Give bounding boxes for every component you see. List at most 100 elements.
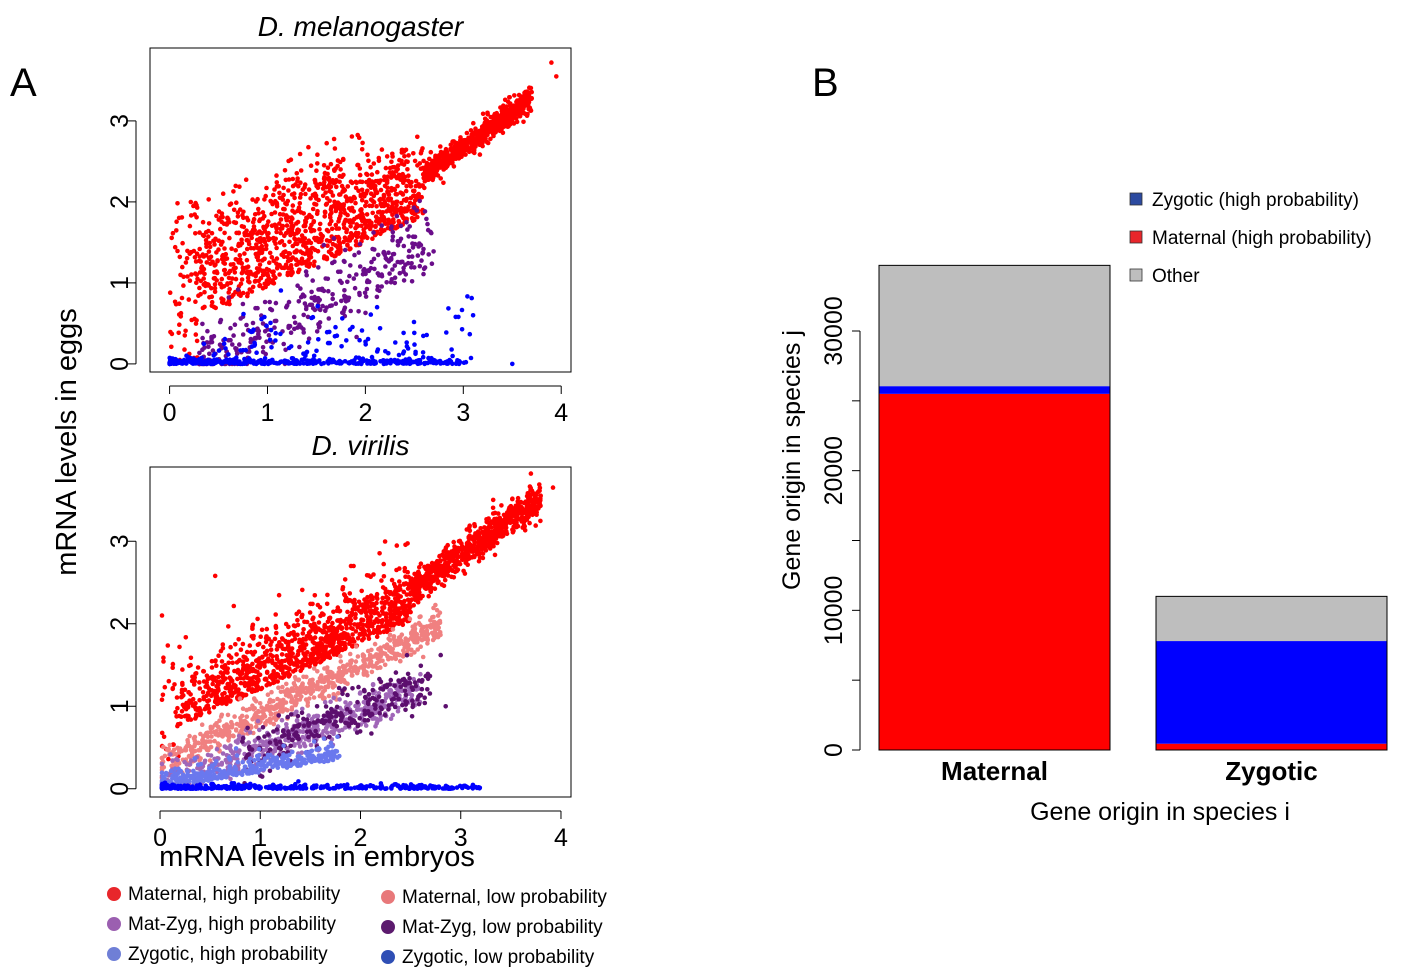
- data-point: [277, 644, 283, 649]
- data-point: [162, 684, 168, 690]
- data-point: [310, 314, 316, 320]
- data-point: [379, 284, 385, 289]
- data-point: [426, 593, 432, 599]
- data-point: [249, 235, 254, 241]
- data-point: [159, 755, 165, 761]
- data-point: [192, 212, 197, 217]
- data-point: [365, 152, 370, 158]
- data-point: [223, 346, 228, 351]
- data-point: [290, 183, 296, 189]
- data-point: [533, 523, 538, 528]
- data-point: [409, 279, 415, 284]
- data-point: [291, 623, 297, 628]
- data-point: [468, 128, 474, 133]
- data-point: [412, 571, 417, 577]
- data-point: [333, 301, 339, 307]
- data-point: [170, 661, 176, 667]
- data-point: [252, 340, 257, 346]
- data-point: [186, 663, 192, 669]
- data-point: [315, 208, 320, 214]
- data-point: [328, 189, 334, 195]
- data-point: [467, 331, 473, 337]
- data-point: [301, 211, 307, 216]
- data-point: [186, 297, 192, 302]
- data-point: [236, 687, 241, 692]
- data-point: [302, 251, 308, 257]
- data-point: [298, 191, 304, 197]
- data-point: [492, 552, 498, 558]
- data-point: [236, 658, 242, 664]
- data-point: [216, 653, 221, 658]
- data-point: [430, 358, 435, 364]
- data-point: [308, 196, 313, 201]
- data-point: [205, 698, 210, 704]
- data-point: [348, 563, 354, 569]
- data-point: [294, 221, 299, 226]
- data-point: [274, 184, 280, 189]
- data-point: [266, 333, 272, 338]
- data-point: [468, 355, 474, 361]
- series-zygotic-high-probability: [167, 288, 515, 367]
- data-point: [357, 264, 363, 269]
- data-point: [352, 252, 357, 258]
- data-point: [317, 297, 323, 303]
- data-point: [277, 221, 282, 226]
- data-point: [192, 704, 198, 710]
- series-maternal-high-probability: [167, 60, 559, 367]
- data-point: [260, 258, 265, 263]
- data-point: [408, 652, 414, 657]
- data-point: [219, 285, 225, 290]
- data-point: [418, 561, 424, 566]
- data-point: [286, 188, 291, 193]
- y-tick-label: 2: [106, 195, 134, 209]
- data-point: [316, 337, 321, 342]
- data-point: [420, 654, 426, 660]
- data-point: [179, 709, 185, 714]
- data-point: [212, 285, 218, 291]
- data-point: [507, 121, 513, 127]
- data-point: [161, 655, 166, 660]
- data-point: [397, 579, 402, 584]
- data-point: [337, 216, 342, 221]
- data-point: [413, 178, 419, 184]
- data-point: [210, 674, 215, 679]
- data-point: [325, 592, 330, 598]
- data-point: [360, 218, 365, 224]
- data-point: [368, 185, 374, 190]
- data-point: [339, 625, 345, 630]
- data-point: [318, 613, 323, 619]
- data-point: [257, 701, 263, 706]
- data-point: [372, 619, 378, 624]
- data-point: [312, 662, 318, 667]
- data-point: [406, 234, 412, 239]
- data-point: [206, 197, 211, 202]
- data-point: [244, 649, 250, 655]
- data-point: [182, 333, 188, 338]
- data-point: [299, 647, 304, 653]
- data-point: [232, 322, 238, 328]
- data-point: [417, 161, 423, 166]
- data-point: [303, 662, 309, 668]
- data-point: [189, 272, 194, 277]
- data-point: [324, 201, 330, 207]
- data-point: [268, 198, 273, 204]
- data-point: [240, 301, 246, 307]
- data-point: [376, 155, 382, 161]
- data-point: [420, 183, 426, 188]
- data-point: [393, 340, 398, 345]
- data-point: [454, 142, 459, 147]
- data-point: [291, 314, 297, 320]
- data-point: [231, 333, 236, 338]
- data-point: [418, 614, 423, 619]
- data-point: [260, 272, 266, 278]
- data-point: [346, 218, 351, 223]
- data-point: [510, 496, 515, 502]
- data-point: [283, 177, 289, 183]
- data-point: [268, 327, 274, 333]
- data-point: [228, 692, 234, 698]
- data-point: [406, 574, 412, 580]
- data-point: [202, 289, 207, 295]
- data-point: [276, 685, 281, 690]
- data-point: [383, 599, 388, 605]
- data-point: [386, 217, 391, 223]
